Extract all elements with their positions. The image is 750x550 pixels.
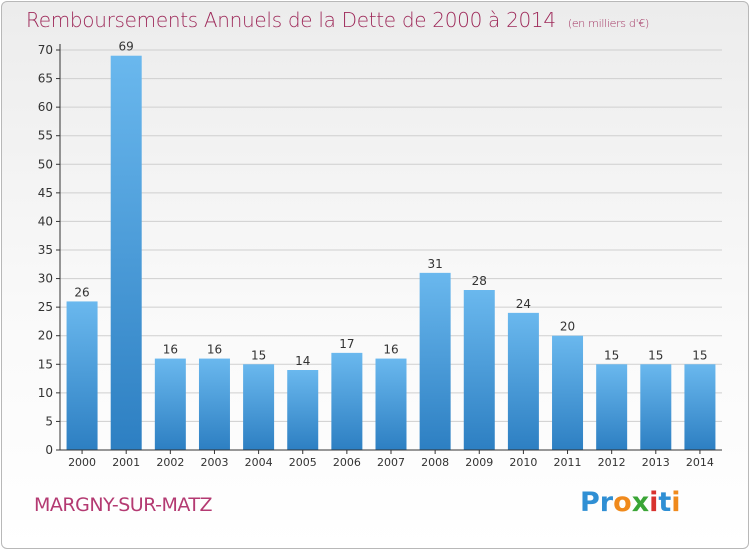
bar-2003	[198, 358, 230, 450]
value-label: 16	[383, 343, 398, 357]
bar-2009	[463, 290, 495, 450]
value-label: 15	[648, 348, 663, 362]
bar-2014	[684, 364, 716, 450]
bar-2008	[419, 272, 451, 450]
axes	[56, 44, 722, 454]
value-label: 26	[74, 285, 89, 299]
value-label: 31	[427, 257, 442, 271]
bars	[66, 55, 716, 450]
bar-2002	[154, 358, 186, 450]
logo-letter: t	[658, 487, 672, 518]
x-tick-label: 2005	[289, 456, 317, 469]
x-tick-label: 2011	[554, 456, 582, 469]
bar-2000	[66, 301, 98, 450]
value-label: 17	[339, 337, 354, 351]
value-label: 15	[604, 348, 619, 362]
bar-2005	[287, 370, 319, 450]
y-tick-label: 0	[45, 443, 53, 457]
logo-letter: i	[671, 487, 681, 518]
bar-2011	[552, 335, 584, 450]
value-label: 16	[207, 343, 222, 357]
chart-title-text: Remboursements Annuels de la Dette de 20…	[26, 8, 556, 32]
value-label: 15	[251, 348, 266, 362]
y-tick-label: 70	[38, 43, 53, 57]
x-tick-label: 2010	[509, 456, 537, 469]
y-tick-label: 50	[38, 157, 53, 171]
x-tick-label: 2009	[465, 456, 493, 469]
x-tick-label: 2013	[642, 456, 670, 469]
bar-2006	[331, 352, 363, 450]
logo-letter: r	[599, 487, 614, 518]
x-tick-label: 2008	[421, 456, 449, 469]
logo-letter: P	[580, 487, 600, 518]
bar-2007	[375, 358, 407, 450]
y-tick-label: 5	[45, 414, 53, 428]
bar-2012	[596, 364, 628, 450]
x-tick-label: 2006	[333, 456, 361, 469]
y-tick-label: 30	[38, 272, 53, 286]
value-label: 15	[692, 348, 707, 362]
y-tick-label: 55	[38, 129, 53, 143]
x-tick-label: 2000	[68, 456, 96, 469]
y-tick-label: 20	[38, 329, 53, 343]
x-tick-label: 2003	[200, 456, 228, 469]
proxiti-logo[interactable]: Proxiti	[580, 487, 681, 518]
x-tick-label: 2007	[377, 456, 405, 469]
x-tick-label: 2004	[245, 456, 273, 469]
value-label: 20	[560, 320, 575, 334]
chart-subtitle: (en milliers d'€)	[567, 17, 650, 30]
logo-letter: o	[613, 487, 632, 518]
chart-title: Remboursements Annuels de la Dette de 20…	[26, 8, 649, 32]
bar-2010	[507, 312, 539, 450]
x-tick-label: 2012	[598, 456, 626, 469]
logo-letter: x	[631, 487, 650, 518]
y-tick-label: 60	[38, 100, 53, 114]
bar-2001	[110, 55, 142, 450]
x-tick-label: 2001	[112, 456, 140, 469]
y-tick-label: 65	[38, 72, 53, 86]
y-tick-label: 15	[38, 357, 53, 371]
x-tick-label: 2014	[686, 456, 714, 469]
bar-2013	[640, 364, 672, 450]
y-tick-label: 10	[38, 386, 53, 400]
value-label: 14	[295, 354, 310, 368]
x-tick-label: 2002	[156, 456, 184, 469]
value-label: 28	[472, 274, 487, 288]
value-label: 69	[119, 40, 134, 54]
value-label: 24	[516, 297, 531, 311]
logo-letter: i	[649, 487, 659, 518]
value-label: 16	[163, 343, 178, 357]
commune-name: MARGNY-SUR-MATZ	[34, 494, 213, 516]
bar-2004	[243, 364, 275, 450]
labels: 0 5 10 15 20 25 30 35 40 45 50 55 60 65 70 26 2000 69 2001…	[38, 40, 714, 469]
y-tick-label: 25	[38, 300, 53, 314]
y-tick-label: 40	[38, 214, 53, 228]
y-tick-label: 45	[38, 186, 53, 200]
y-tick-label: 35	[38, 243, 53, 257]
